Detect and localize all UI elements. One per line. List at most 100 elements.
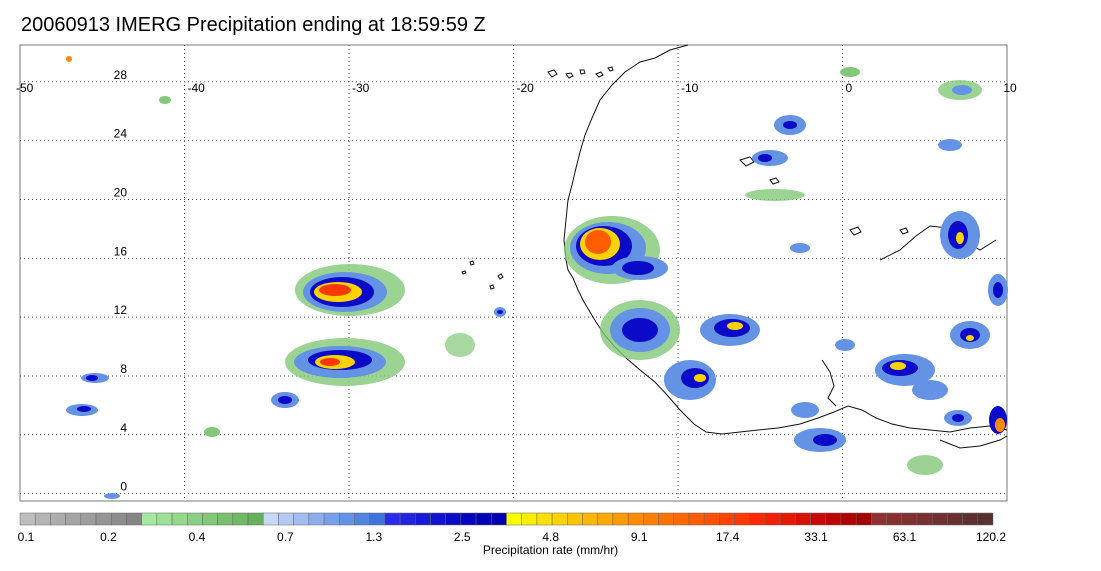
lake-volta (821, 359, 837, 407)
colorbar-swatch (263, 512, 279, 526)
colorbar-swatch (369, 512, 386, 526)
colorbar-swatch (171, 512, 188, 526)
page-title: 20060913 IMERG Precipitation ending at 1… (21, 14, 486, 36)
colorbar-tick-label: 0.2 (100, 530, 117, 544)
colorbar-swatch (627, 512, 644, 526)
colorbar-swatch (901, 512, 918, 526)
inland-lakes (739, 156, 909, 236)
latitude-tick-label: 8 (120, 362, 127, 376)
colorbar-swatch (323, 512, 340, 526)
colorbar-swatch (855, 512, 872, 526)
colorbar-swatch (764, 512, 781, 526)
colorbar-swatch (521, 512, 538, 526)
latitude-tick-label: 24 (114, 127, 128, 141)
colorbar-swatch (825, 512, 842, 526)
latitude-tick-label: 16 (114, 244, 128, 258)
colorbar-swatch (384, 512, 401, 526)
colorbar-swatch (567, 512, 583, 526)
colorbar-swatch (34, 512, 51, 526)
colorbar-swatch (110, 512, 127, 526)
colorbar-swatch (734, 512, 750, 526)
colorbar-swatch (612, 512, 629, 526)
colorbar-swatch (795, 512, 811, 526)
colorbar-swatch (931, 512, 948, 526)
latitude-tick-label: 12 (114, 303, 128, 317)
colorbar-tick-label: 17.4 (716, 530, 740, 544)
colorbar-tick-label: 33.1 (804, 530, 828, 544)
colorbar-swatch (491, 512, 507, 526)
colorbar-label: Precipitation rate (mm/hr) (482, 543, 619, 557)
canary-islands (547, 66, 614, 79)
niger-river (879, 225, 997, 261)
colorbar-swatch (810, 512, 827, 526)
colorbar-swatch (460, 512, 477, 526)
colorbar-swatch (430, 512, 446, 526)
colorbar-swatch (50, 512, 66, 526)
colorbar-swatch (247, 512, 264, 526)
colorbar-swatch (719, 512, 735, 526)
colorbar-swatch (95, 512, 112, 526)
longitude-tick-label: 0 (846, 81, 853, 95)
latitude-tick-label: 20 (114, 185, 128, 199)
colorbar-swatch (749, 512, 766, 526)
colorbar-swatch (156, 512, 173, 526)
colorbar-swatch (703, 512, 720, 526)
colorbar-swatch (673, 512, 690, 526)
colorbar-swatch (293, 512, 310, 526)
colorbar-swatch (232, 512, 249, 526)
colorbar-swatch (141, 512, 158, 526)
colorbar-tick-label: 4.8 (542, 530, 559, 544)
longitude-tick-label: -10 (681, 81, 699, 95)
colorbar-swatch (597, 512, 614, 526)
colorbar-swatch (916, 512, 933, 526)
latitude-tick-label: 4 (120, 421, 127, 435)
longitude-tick-label: -30 (352, 81, 370, 95)
colorbar-swatch (643, 512, 659, 526)
colorbar-swatch (506, 512, 522, 526)
colorbar-swatch (202, 512, 218, 526)
colorbar-swatch (354, 512, 370, 526)
graticule (20, 45, 1007, 501)
colorbar-swatch (962, 512, 979, 526)
colorbar-swatch (871, 512, 887, 526)
colorbar-swatch (445, 512, 462, 526)
colorbar-swatch (217, 512, 234, 526)
colorbar-swatch (339, 512, 355, 526)
colorbar-swatch (399, 512, 416, 526)
colorbar-swatch (186, 512, 203, 526)
colorbar-swatch (658, 512, 674, 526)
colorbar-swatch (840, 512, 857, 526)
precipitation-features (66, 56, 1008, 499)
colorbar-swatch (65, 512, 82, 526)
colorbar-tick-label: 63.1 (893, 530, 917, 544)
longitude-labels: -50 -40 -30 -20 -10 0 10 (16, 81, 1017, 95)
latitude-tick-label: 28 (114, 68, 128, 82)
longitude-tick-label: -40 (188, 81, 206, 95)
colorbar-swatch (475, 512, 492, 526)
latitude-labels: 0 4 8 12 16 20 24 28 (114, 68, 128, 494)
bight-coast (939, 435, 1008, 449)
colorbar-tick-labels: 0.1 0.2 0.4 0.7 1.3 2.5 4.8 9.1 17.4 33.1 63.1 120.… (18, 530, 1007, 544)
colorbar-swatch (415, 512, 431, 526)
cape-verde (461, 260, 504, 290)
colorbar-swatch (126, 512, 142, 526)
colorbar-swatch (308, 512, 325, 526)
colorbar-tick-label: 120.2 (976, 530, 1006, 544)
longitude-tick-label: -50 (16, 81, 34, 95)
colorbar-tick-label: 9.1 (631, 530, 648, 544)
colorbar (19, 512, 994, 526)
colorbar-swatch (536, 512, 553, 526)
colorbar-swatch (19, 512, 36, 526)
colorbar-tick-label: 0.1 (18, 530, 35, 544)
colorbar-swatch (886, 512, 903, 526)
colorbar-swatch (977, 512, 994, 526)
colorbar-swatch (688, 512, 705, 526)
colorbar-tick-label: 0.4 (189, 530, 206, 544)
colorbar-swatch (80, 512, 97, 526)
colorbar-swatch (551, 512, 568, 526)
colorbar-tick-label: 1.3 (365, 530, 382, 544)
colorbar-tick-label: 2.5 (454, 530, 471, 544)
longitude-tick-label: -20 (517, 81, 535, 95)
longitude-tick-label: 10 (1003, 81, 1017, 95)
